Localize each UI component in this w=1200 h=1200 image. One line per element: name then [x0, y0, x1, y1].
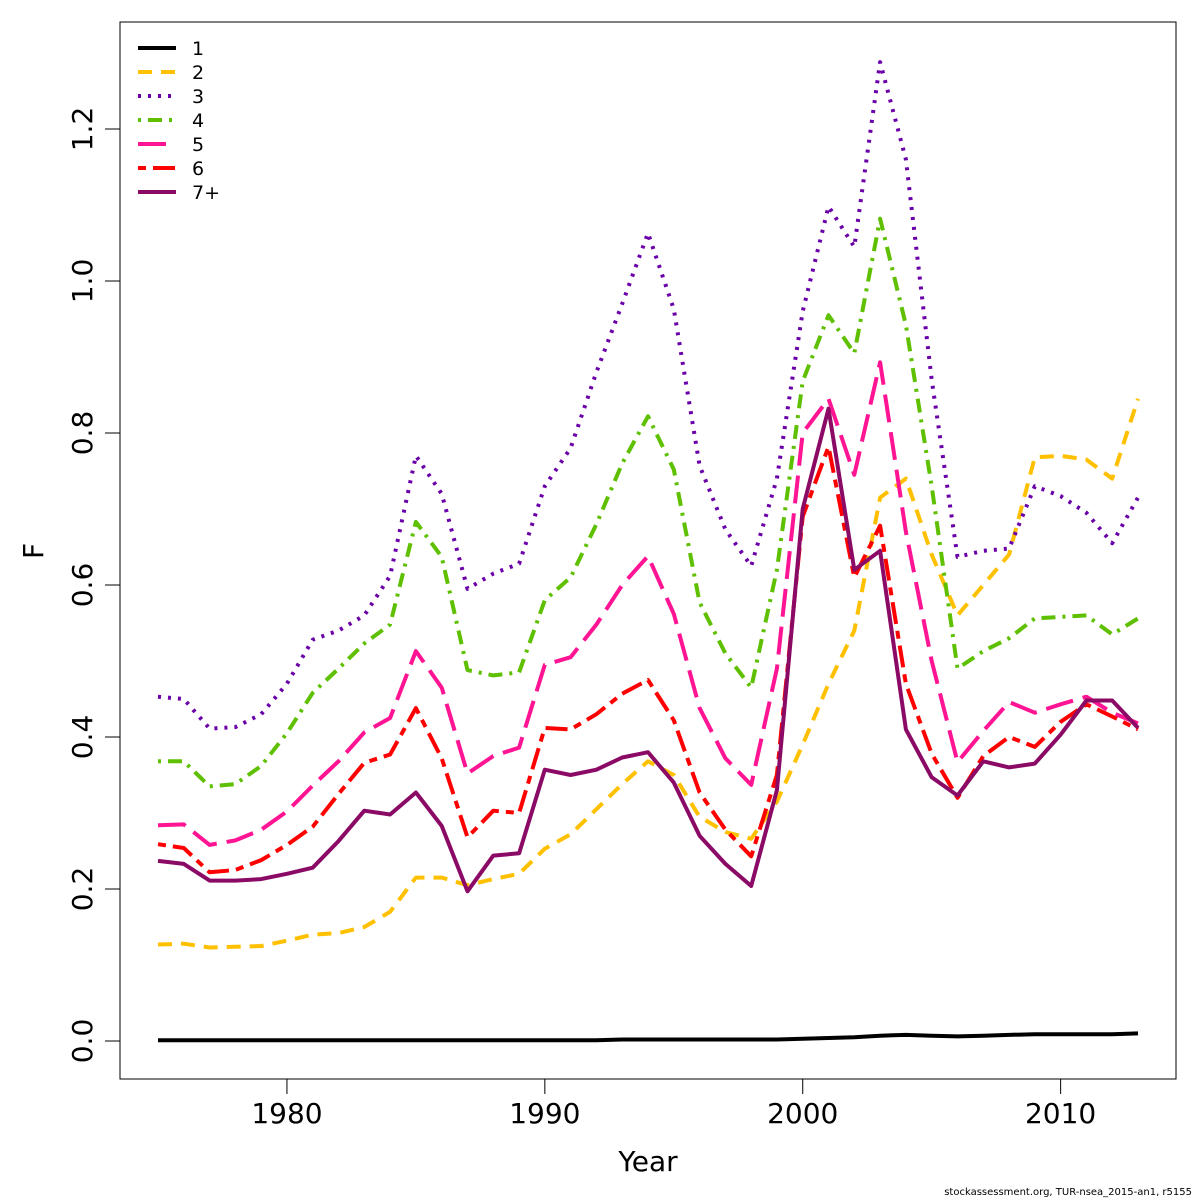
- series-line-3: [157, 60, 1140, 731]
- y-tick-label: 0.0: [66, 1019, 99, 1064]
- x-tick-label: 2000: [767, 1097, 838, 1130]
- legend-label: 7+: [192, 182, 220, 204]
- y-tick-label: 0.6: [66, 563, 99, 608]
- legend-label: 3: [192, 86, 204, 108]
- series-line-5: [157, 360, 1139, 847]
- x-tick-label: 2010: [1025, 1097, 1096, 1130]
- y-tick-label: 0.8: [66, 411, 99, 456]
- x-axis: 1980 1990 2000 2010: [251, 1078, 1096, 1130]
- legend-label: 1: [192, 38, 204, 60]
- x-tick-label: 1990: [509, 1097, 580, 1130]
- series-line-7plus: [157, 406, 1140, 894]
- legend-label: 5: [192, 134, 204, 156]
- plot-frame: [119, 21, 1177, 1080]
- y-tick-label: 1.2: [66, 107, 99, 152]
- series-line-1: [158, 1031, 1139, 1043]
- x-tick-label: 1980: [251, 1097, 322, 1130]
- legend-label: 2: [192, 62, 204, 84]
- legend-label: 6: [192, 158, 204, 180]
- y-tick-label: 0.4: [66, 715, 99, 760]
- footnote: stockassessment.org, TUR-nsea_2015-an1, …: [944, 1187, 1192, 1198]
- y-tick-label: 1.0: [66, 259, 99, 304]
- y-tick-label: 0.2: [66, 867, 99, 912]
- series-layer: [157, 60, 1140, 1043]
- series-line-2: [157, 398, 1140, 950]
- y-axis: 0.0 0.2 0.4 0.6 0.8 1.0 1.2: [66, 107, 121, 1064]
- y-axis-title: F: [17, 543, 50, 559]
- series-line-4: [158, 216, 1140, 789]
- legend-label: 4: [192, 110, 204, 132]
- x-axis-title: Year: [617, 1145, 678, 1178]
- series-line-6: [157, 444, 1139, 875]
